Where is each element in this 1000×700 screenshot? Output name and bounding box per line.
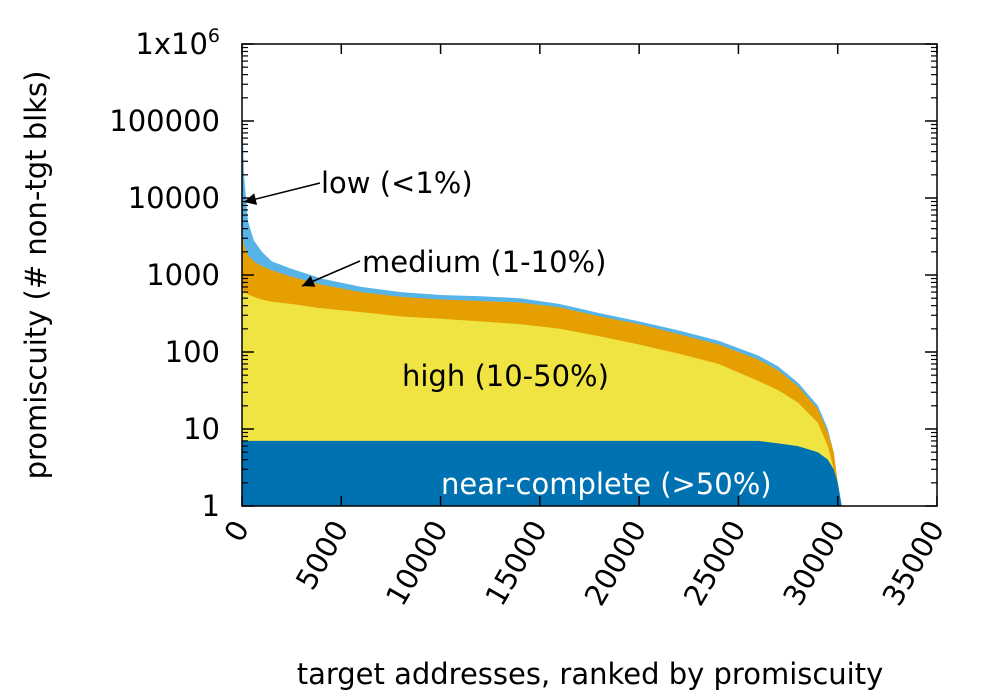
low-arrow <box>243 182 321 205</box>
y-tick-label: 1x106 <box>135 25 220 61</box>
y-tick-label: 100 <box>165 335 220 369</box>
chart-areas <box>242 97 842 507</box>
y-tick-label: 10000 <box>128 181 220 215</box>
plot-frame <box>241 43 938 507</box>
x-tick-label: 15000 <box>478 515 554 612</box>
x-tick-label: 25000 <box>677 515 753 612</box>
x-tick-label: 35000 <box>875 515 951 612</box>
x-axis-label: target addresses, ranked by promiscuity <box>297 657 884 691</box>
medium-arrow <box>301 260 361 287</box>
annotation-medium: medium (1-10%) <box>362 245 606 279</box>
y-ticks: 1 10 100 1000 10000 100000 1x106 <box>109 25 937 523</box>
x-tick-label: 0 <box>217 515 256 548</box>
y-tick-label: 1 <box>202 489 220 523</box>
x-tick-label: 5000 <box>289 515 355 596</box>
series-area-3 <box>242 440 842 506</box>
annotation-near-complete: near-complete (>50%) <box>441 467 772 501</box>
y-tick-label: 10 <box>183 412 220 446</box>
annotation-low: low (<1%) <box>321 166 473 200</box>
y-tick-label: 1000 <box>146 258 220 292</box>
y-tick-label: 100000 <box>109 104 220 138</box>
annotation-high: high (10-50%) <box>402 359 609 393</box>
x-tick-label: 20000 <box>578 515 654 612</box>
y-axis-label: promiscuity (# non-tgt blks) <box>19 71 53 480</box>
y-tick-exponent: 6 <box>208 25 220 47</box>
x-tick-label: 10000 <box>379 515 455 612</box>
x-tick-label: 30000 <box>776 515 852 612</box>
